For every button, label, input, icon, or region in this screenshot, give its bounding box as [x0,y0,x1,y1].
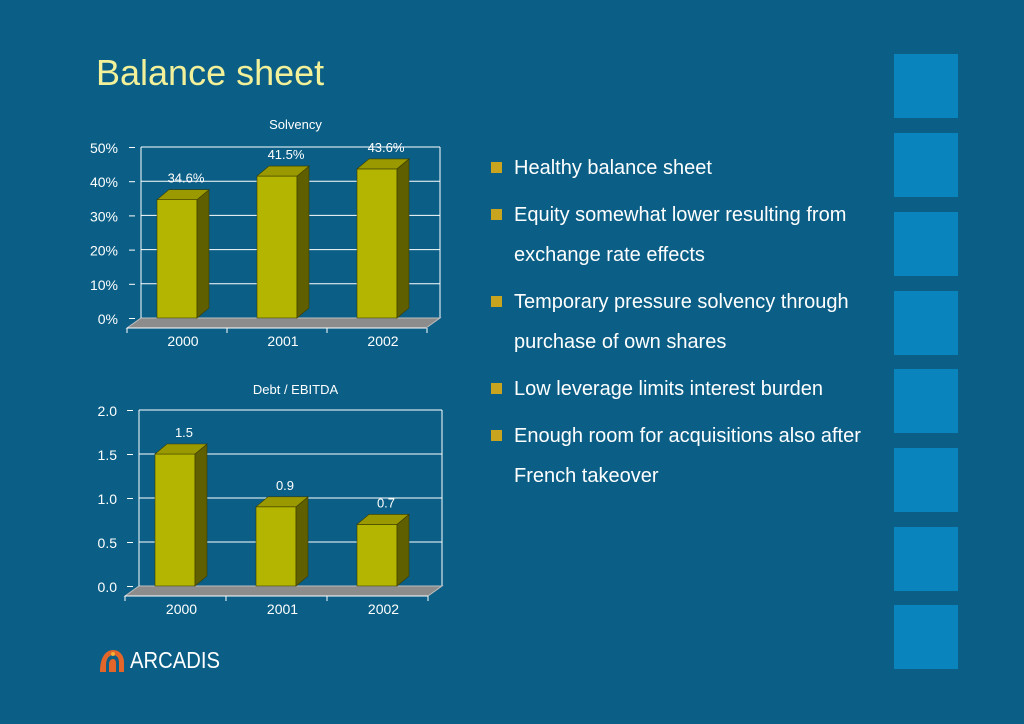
bullet-text: Equity somewhat lower resulting from exc… [514,204,847,266]
x-tick-label: 2002 [368,601,399,617]
page-title: Balance sheet [96,52,325,93]
bar-side [194,443,208,587]
bar-top [256,165,310,177]
y-tick-label: 40% [90,174,118,190]
bar [356,524,398,587]
y-tick-label: 20% [90,243,118,259]
arcadis-logo-icon [100,650,124,672]
bar-top [154,443,208,455]
data-label: 0.7 [377,495,395,510]
bullet-square-icon [491,162,502,173]
bar-top [255,496,309,508]
data-label: 43.6% [368,140,405,155]
bullet-square-icon [491,209,502,220]
data-label: 1.5 [175,425,193,440]
bar-top [356,514,410,525]
x-tick-label: 2000 [167,333,198,349]
bullet-item: Equity somewhat lower resulting from exc… [490,195,890,275]
chart-1: Debt / EBITDA 0.0 0.5 1.0 1.5 2.0 1.5 2000 0.9 20… [98,382,444,617]
y-tick-label: 2.0 [98,403,118,419]
deco-square [894,291,958,355]
y-tick-label: 1.5 [98,447,118,463]
bullet-text: Low leverage limits interest burden [514,378,824,400]
bullet-text: Temporary pressure solvency through purc… [514,291,849,353]
bullet-item: Low leverage limits interest burden [490,369,890,409]
y-tick-label: 30% [90,208,118,224]
bar-top [156,189,210,200]
logo-text: ARCADIS [130,646,220,673]
y-tick-label: 0.5 [98,535,118,551]
data-label: 34.6% [168,171,205,186]
deco-square [894,54,958,118]
bar [154,453,196,587]
bar [256,175,298,319]
y-tick-label: 1.0 [98,491,118,507]
plot-floor [125,317,442,329]
bullet-list: Healthy balance sheet Equity somewhat lo… [490,148,890,503]
bullet-square-icon [491,430,502,441]
bar [356,168,398,319]
x-tick-label: 2001 [267,601,298,617]
bullet-item: Enough room for acquisitions also after … [490,416,890,496]
bar-side [295,496,309,587]
deco-square [894,527,958,591]
x-tick-label: 2001 [267,333,298,349]
bullet-square-icon [491,296,502,307]
bullet-square-icon [491,383,502,394]
bar [156,199,198,319]
chart-title: Debt / EBITDA [253,382,339,397]
bar-side [196,189,210,319]
data-label: 0.9 [276,478,294,493]
bar-side [296,165,310,319]
bar-top [356,158,410,170]
bullet-text: Enough room for acquisitions also after … [514,425,861,487]
bar-side [396,158,410,319]
deco-square [894,448,958,512]
bullet-item: Healthy balance sheet [490,148,890,188]
y-tick-label: 10% [90,277,118,293]
plot-floor [123,585,444,597]
chart-title: Solvency [269,117,322,132]
y-tick-label: 0.0 [98,579,118,595]
chart-0: Solvency 0% 10% 20% 30% 40% 50% 34.6% 2000 41.5% 2… [90,117,442,349]
y-tick-label: 0% [98,311,118,327]
deco-square [894,369,958,433]
deco-square [894,605,958,669]
deco-square [894,212,958,276]
bar-side [396,513,410,587]
x-tick-label: 2000 [166,601,197,617]
deco-square [894,133,958,197]
data-label: 41.5% [268,147,305,162]
bullet-item: Temporary pressure solvency through purc… [490,282,890,362]
bullet-text: Healthy balance sheet [514,157,712,179]
bar [255,506,297,587]
charts-canvas: Solvency 0% 10% 20% 30% 40% 50% 34.6% 2000 41.5% 2… [90,117,444,617]
x-tick-label: 2002 [367,333,398,349]
arcadis-logo: ARCADIS [98,645,232,675]
y-tick-label: 50% [90,140,118,156]
